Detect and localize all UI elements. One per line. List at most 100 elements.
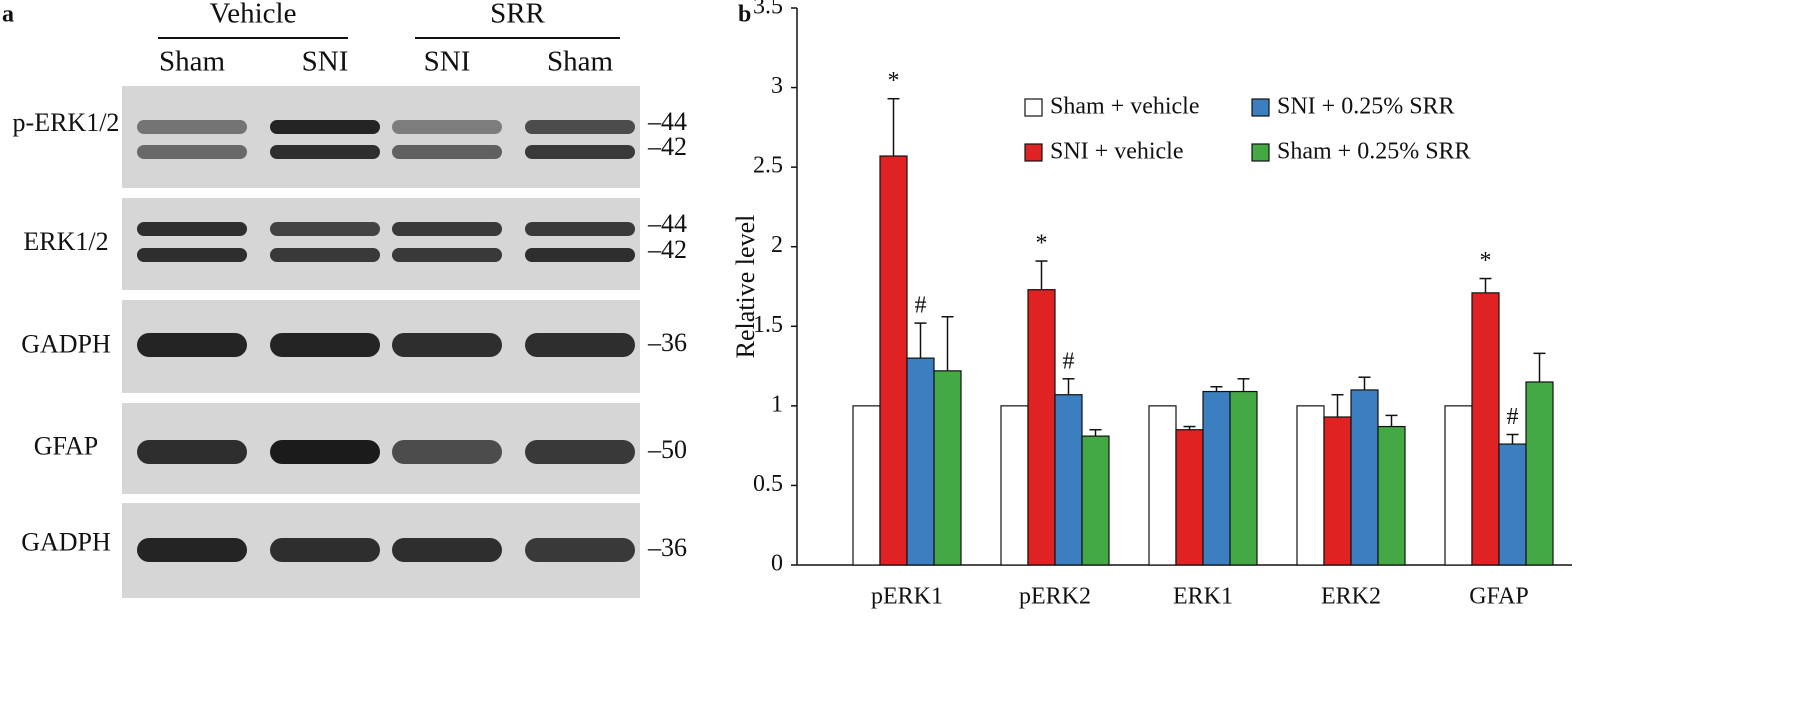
bar — [879, 155, 908, 566]
error-bar — [1062, 378, 1075, 395]
bar — [1350, 389, 1379, 566]
size-marker: –44 — [647, 209, 687, 238]
bar — [1054, 394, 1083, 566]
band — [137, 333, 247, 357]
band — [525, 248, 635, 262]
error-bar — [1237, 378, 1250, 392]
size-marker: –42 — [647, 132, 687, 161]
band — [392, 145, 502, 159]
bar — [1377, 425, 1406, 566]
error-bar — [914, 322, 927, 359]
size-marker: –44 — [647, 107, 687, 136]
error-bar — [1035, 260, 1048, 290]
significance-marker: # — [1063, 348, 1075, 374]
bar — [1000, 405, 1029, 566]
band — [270, 333, 380, 357]
row-label: ERK1/2 — [23, 227, 108, 256]
x-tick-label: ERK2 — [1321, 584, 1381, 610]
error-bar — [1183, 425, 1196, 430]
y-tick-label: 1 — [771, 391, 783, 417]
error-bar — [1210, 386, 1223, 392]
band — [270, 145, 380, 159]
y-tick-label: 2.5 — [753, 153, 783, 179]
size-marker: –50 — [647, 435, 687, 464]
lane-label: Sham — [547, 46, 614, 78]
band — [270, 248, 380, 262]
error-bar — [941, 315, 954, 371]
band — [137, 145, 247, 159]
legend-swatch — [1251, 143, 1270, 162]
error-bar — [1479, 277, 1492, 293]
significance-marker: * — [1480, 248, 1492, 274]
band — [270, 222, 380, 236]
significance-marker: # — [915, 293, 927, 319]
band — [525, 222, 635, 236]
legend-swatch — [1024, 143, 1043, 162]
size-marker: –42 — [647, 235, 687, 264]
y-tick-label: 3.5 — [753, 0, 783, 20]
y-tick-label: 0 — [771, 551, 783, 577]
size-marker: –36 — [647, 533, 687, 562]
band — [137, 248, 247, 262]
bar — [933, 370, 962, 566]
band — [137, 538, 247, 562]
bar — [1229, 390, 1258, 566]
y-tick-label: 3 — [771, 73, 783, 99]
y-tick-label: 1.5 — [753, 312, 783, 338]
band — [392, 120, 502, 134]
y-tick-label: 2 — [771, 232, 783, 258]
error-bar — [887, 97, 900, 157]
band — [270, 538, 380, 562]
error-bar — [1089, 428, 1102, 437]
panel-label: a — [2, 2, 14, 28]
bar — [852, 405, 881, 566]
lane-label: Sham — [159, 46, 226, 78]
legend-swatch — [1024, 98, 1043, 117]
error-bar — [1385, 414, 1398, 427]
x-tick-label: ERK1 — [1173, 584, 1233, 610]
bar — [1471, 292, 1500, 566]
band — [525, 440, 635, 464]
x-tick-label: pERK2 — [1019, 584, 1091, 610]
blot — [122, 198, 640, 290]
row-label: p-ERK1/2 — [13, 108, 120, 137]
group-label: SRR — [490, 0, 545, 30]
size-marker: –36 — [647, 328, 687, 357]
band — [270, 440, 380, 464]
legend-label: SNI + 0.25% SRR — [1277, 94, 1455, 120]
legend-label: SNI + vehicle — [1050, 139, 1184, 165]
significance-marker: # — [1507, 404, 1519, 430]
significance-marker: * — [1036, 231, 1048, 257]
band — [392, 222, 502, 236]
legend-swatch — [1251, 98, 1270, 117]
bar — [1323, 416, 1352, 566]
y-tick-label: 0.5 — [753, 471, 783, 497]
group-label: Vehicle — [210, 0, 297, 30]
band — [525, 538, 635, 562]
band — [392, 248, 502, 262]
band — [392, 440, 502, 464]
bar — [1081, 435, 1110, 566]
band — [392, 538, 502, 562]
bar — [1498, 443, 1527, 566]
bar — [1444, 405, 1473, 566]
band — [525, 145, 635, 159]
row-label: GFAP — [34, 431, 99, 460]
lane-label: SNI — [302, 46, 349, 78]
x-tick-label: pERK1 — [871, 584, 943, 610]
y-axis-title: Relative level — [731, 215, 760, 359]
band — [137, 440, 247, 464]
band — [137, 120, 247, 134]
bar — [1027, 289, 1056, 566]
bar — [1296, 405, 1325, 566]
bar — [1202, 390, 1231, 566]
error-bar — [1331, 393, 1344, 417]
band — [525, 120, 635, 134]
bar — [1148, 405, 1177, 566]
bar — [1525, 381, 1554, 566]
row-label: GADPH — [21, 329, 111, 358]
error-bar — [1506, 433, 1519, 445]
bar — [1175, 429, 1204, 566]
panel-label: b — [738, 2, 751, 28]
